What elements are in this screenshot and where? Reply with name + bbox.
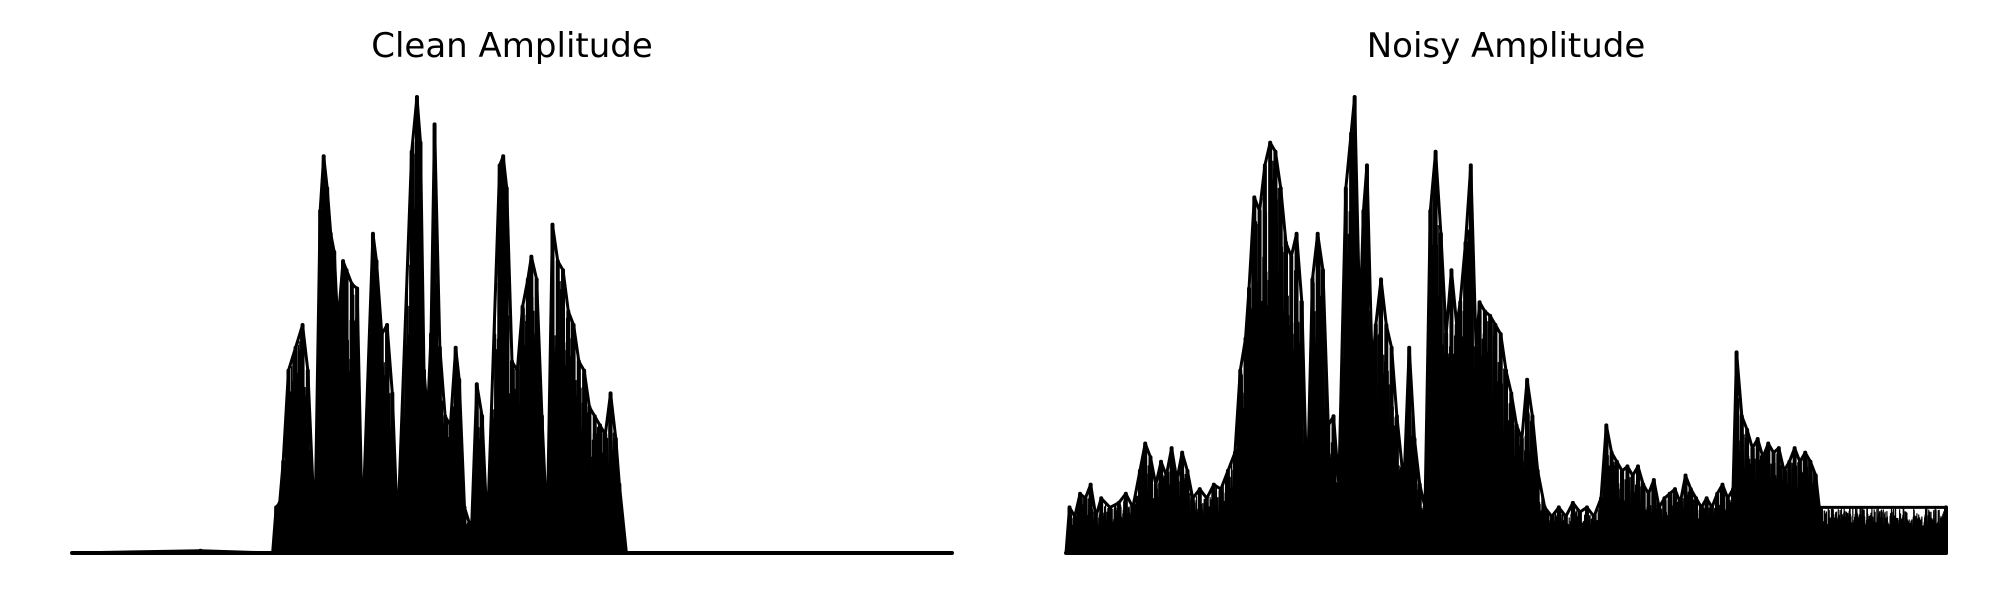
- clean-amplitude-panel: Clean Amplitude: [70, 26, 954, 555]
- clean-amplitude-title: Clean Amplitude: [371, 26, 653, 66]
- noisy-amplitude-panel: Noisy Amplitude: [1064, 26, 1948, 555]
- noisy-amplitude-signal: [1064, 95, 1948, 555]
- clean-amplitude-signal: [70, 95, 954, 555]
- noisy-amplitude-title: Noisy Amplitude: [1367, 26, 1646, 66]
